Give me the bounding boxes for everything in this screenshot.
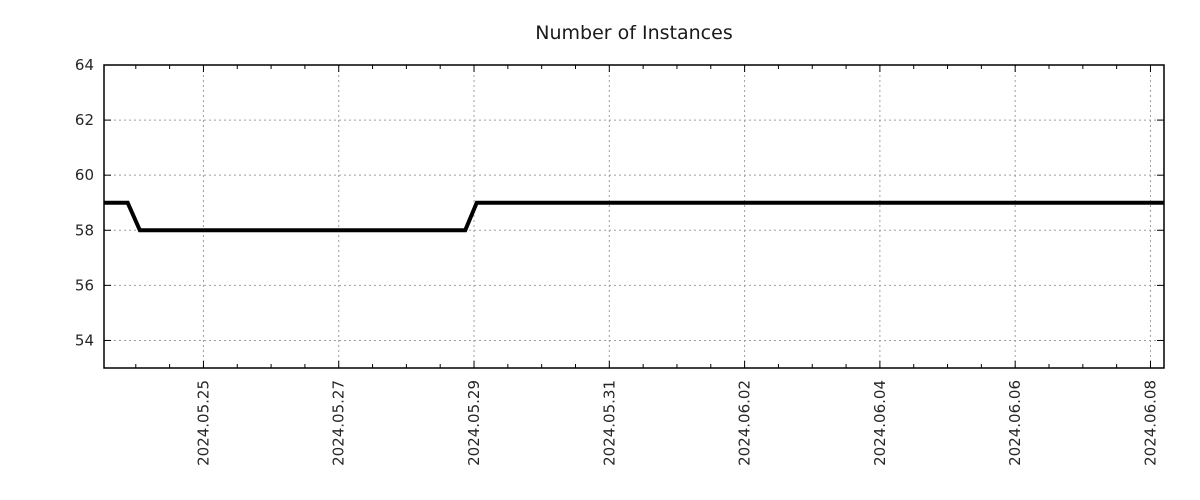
x-tick-label: 2024.06.02 [736, 380, 754, 466]
x-tick-label: 2024.05.29 [465, 380, 483, 466]
x-tick-label: 2024.06.06 [1006, 380, 1024, 466]
y-tick-label: 64 [75, 56, 94, 74]
x-tick-label: 2024.06.08 [1141, 380, 1159, 466]
x-tick-label: 2024.05.25 [194, 380, 212, 466]
y-tick-label: 60 [75, 166, 94, 184]
y-tick-label: 62 [75, 111, 94, 129]
x-tick-label: 2024.05.31 [600, 380, 618, 466]
plot-border [103, 64, 1165, 369]
y-tick-label: 58 [75, 221, 94, 239]
x-tick-label: 2024.06.04 [871, 380, 889, 466]
y-tick-label: 54 [75, 331, 94, 349]
x-tick-label: 2024.05.27 [330, 380, 348, 466]
data-line [104, 200, 1164, 233]
y-tick-label: 56 [75, 276, 94, 294]
chart-title: Number of Instances [535, 22, 732, 44]
